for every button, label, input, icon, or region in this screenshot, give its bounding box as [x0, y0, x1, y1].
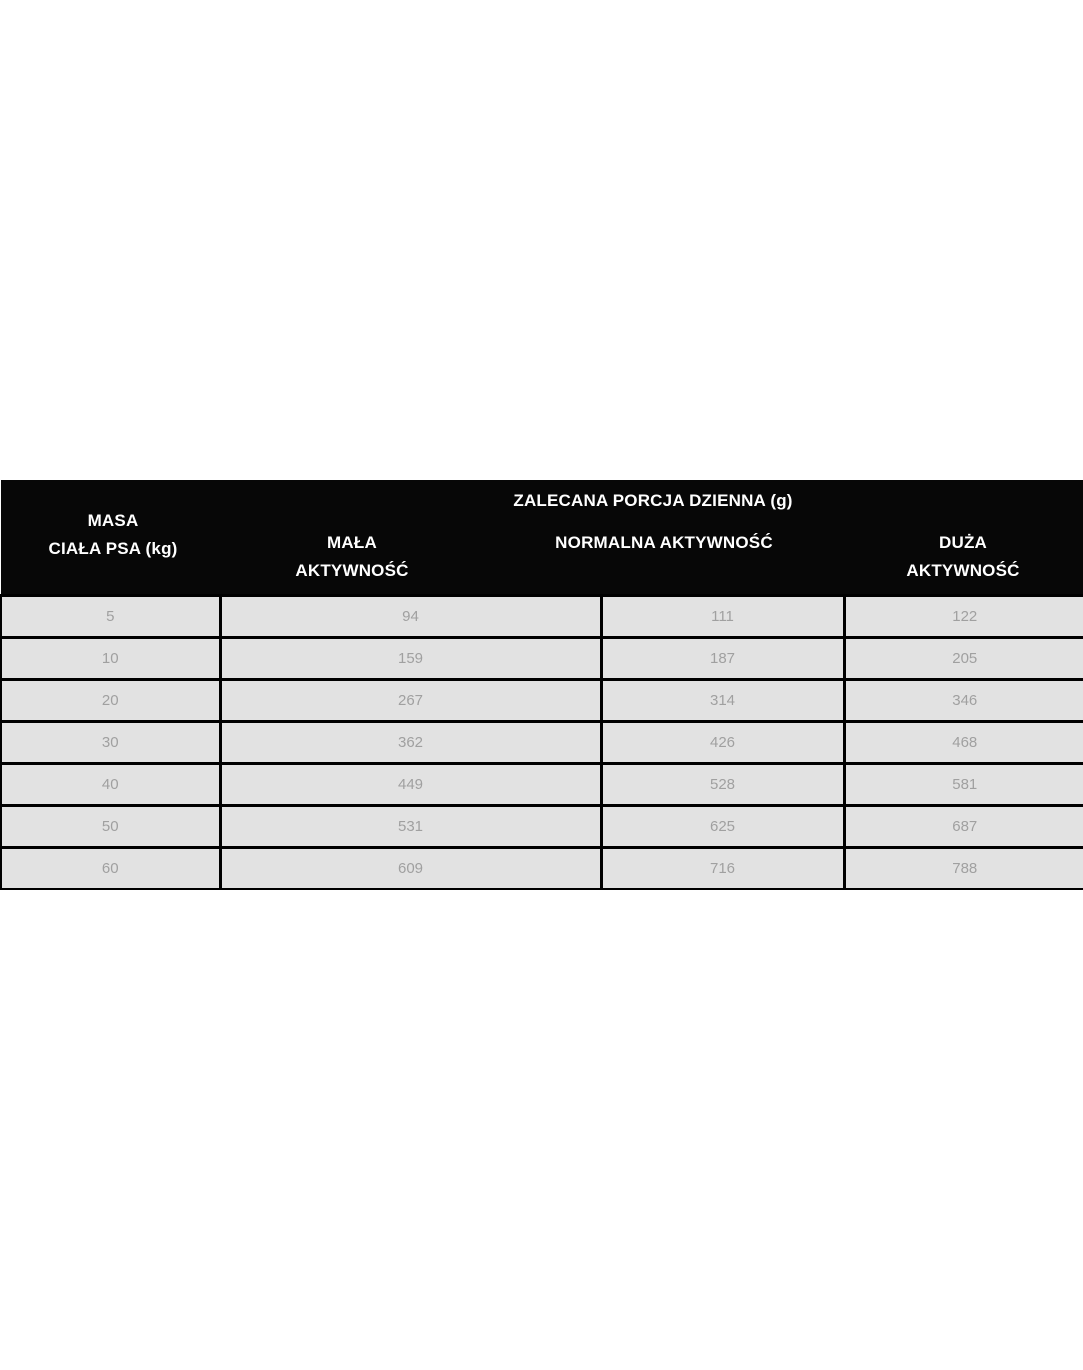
- cell-normal-activity: 716: [599, 846, 846, 890]
- cell-low-activity: 94: [218, 594, 603, 639]
- cell-normal-activity: 528: [599, 762, 846, 807]
- cell-normal-activity: 314: [599, 678, 846, 723]
- header-mass-line1: MASA: [87, 511, 139, 530]
- table-header-row: ZALECANA PORCJA DZIENNA (g) MASA CIAŁA P…: [1, 480, 1083, 596]
- table-row: 20 267 314 346: [0, 678, 1083, 723]
- cell-mass: 30: [0, 720, 222, 765]
- cell-mass: 50: [0, 804, 222, 849]
- cell-mass: 5: [0, 594, 222, 639]
- header-mass-line2: CIAŁA PSA (kg): [48, 539, 178, 558]
- feeding-guide-table: ZALECANA PORCJA DZIENNA (g) MASA CIAŁA P…: [0, 480, 1083, 890]
- table-row: 30 362 426 468: [0, 720, 1083, 765]
- cell-high-activity: 346: [842, 678, 1083, 723]
- cell-normal-activity: 187: [599, 636, 846, 681]
- header-low-activity-line1: MAŁA: [327, 533, 377, 552]
- cell-low-activity: 609: [218, 846, 603, 890]
- table-row: 40 449 528 581: [0, 762, 1083, 807]
- cell-low-activity: 531: [218, 804, 603, 849]
- table-row: 50 531 625 687: [0, 804, 1083, 849]
- table-header-band: ZALECANA PORCJA DZIENNA (g) MASA CIAŁA P…: [1, 480, 1083, 596]
- cell-normal-activity: 111: [599, 594, 846, 639]
- cell-low-activity: 449: [218, 762, 603, 807]
- cell-high-activity: 788: [842, 846, 1083, 890]
- cell-high-activity: 581: [842, 762, 1083, 807]
- header-low-activity-line2: AKTYWNOŚĆ: [295, 561, 409, 580]
- table-title: ZALECANA PORCJA DZIENNA (g): [513, 491, 793, 510]
- cell-normal-activity: 625: [599, 804, 846, 849]
- cell-high-activity: 687: [842, 804, 1083, 849]
- table-row: 5 94 111 122: [0, 594, 1083, 639]
- header-normal-activity: NORMALNA AKTYWNOŚĆ: [555, 533, 773, 552]
- cell-high-activity: 205: [842, 636, 1083, 681]
- cell-mass: 40: [0, 762, 222, 807]
- cell-high-activity: 468: [842, 720, 1083, 765]
- cell-low-activity: 159: [218, 636, 603, 681]
- table-row: 60 609 716 788: [0, 846, 1083, 890]
- header-high-activity-line1: DUŻA: [938, 533, 988, 552]
- cell-high-activity: 122: [842, 594, 1083, 639]
- cell-low-activity: 362: [218, 720, 603, 765]
- cell-low-activity: 267: [218, 678, 603, 723]
- cell-mass: 10: [0, 636, 222, 681]
- table-row: 10 159 187 205: [0, 636, 1083, 681]
- cell-mass: 20: [0, 678, 222, 723]
- header-high-activity-line2: AKTYWNOŚĆ: [906, 561, 1020, 580]
- cell-normal-activity: 426: [599, 720, 846, 765]
- cell-mass: 60: [0, 846, 222, 890]
